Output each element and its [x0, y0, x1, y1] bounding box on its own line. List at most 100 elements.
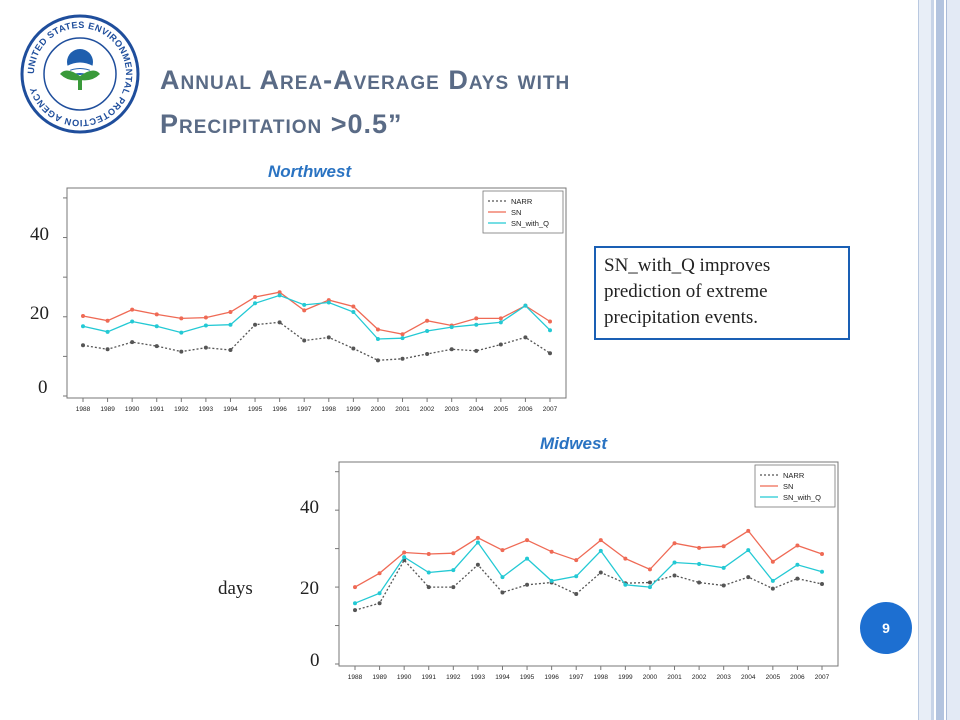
data-point: [130, 319, 135, 324]
data-point: [353, 601, 357, 606]
page-number-badge: 9: [860, 602, 912, 654]
data-point: [475, 540, 480, 545]
data-point: [426, 570, 431, 575]
x-tick-label: 1995: [248, 406, 263, 413]
data-point: [277, 320, 282, 325]
x-tick-label: 1989: [372, 674, 387, 681]
data-point: [451, 551, 456, 556]
data-point: [426, 552, 431, 556]
legend-label: SN_with_Q: [783, 493, 821, 502]
data-point: [253, 322, 258, 327]
data-point: [425, 318, 430, 323]
series-line-sn: [354, 530, 823, 588]
annotation-box: SN_with_Q improves prediction of extreme…: [594, 246, 850, 340]
x-tick-label: 2002: [420, 406, 435, 413]
data-point: [820, 569, 824, 574]
border-strip: [931, 0, 934, 720]
x-tick-label: 2004: [469, 406, 484, 413]
y-tick-label: 0: [38, 377, 48, 398]
series-line-narr: [82, 321, 551, 361]
data-point: [425, 329, 430, 334]
x-tick-label: 1990: [125, 406, 140, 413]
data-point: [277, 290, 282, 295]
x-tick-label: 2000: [643, 674, 658, 681]
legend-label: SN: [511, 208, 521, 217]
data-point: [353, 585, 357, 590]
x-tick-label: 1991: [422, 674, 437, 681]
data-point: [525, 582, 530, 587]
series-line-sn: [82, 291, 551, 335]
y-tick-label: 20: [300, 578, 319, 599]
x-tick-label: 2005: [766, 674, 781, 681]
data-point: [770, 586, 775, 591]
data-point: [351, 310, 356, 315]
data-point: [746, 575, 751, 580]
data-point: [302, 302, 307, 307]
y-tick-label: 0: [310, 650, 320, 671]
data-point: [820, 552, 824, 556]
data-point: [598, 570, 603, 575]
data-point: [746, 548, 751, 553]
x-tick-label: 1993: [199, 406, 214, 413]
data-point: [179, 316, 184, 321]
series-line-narr: [354, 559, 823, 611]
data-point: [375, 336, 380, 341]
data-point: [253, 301, 258, 306]
data-point: [475, 562, 480, 567]
data-point: [451, 585, 456, 590]
data-point: [498, 342, 503, 347]
x-tick-label: 1998: [594, 674, 609, 681]
data-point: [474, 322, 479, 327]
data-point: [353, 608, 357, 613]
data-point: [672, 560, 677, 565]
legend-label: SN_with_Q: [511, 219, 549, 228]
data-point: [426, 585, 431, 590]
data-point: [746, 528, 751, 533]
data-point: [326, 335, 331, 340]
y-axis-label: days: [218, 578, 253, 599]
x-tick-label: 2005: [494, 406, 509, 413]
data-point: [81, 343, 85, 348]
x-tick-label: 2000: [371, 406, 386, 413]
data-point: [377, 601, 382, 606]
data-point: [228, 310, 233, 315]
data-point: [548, 351, 552, 356]
slide-title: Annual Area-Average Days with Precipitat…: [160, 58, 900, 146]
data-point: [672, 541, 677, 546]
title-line-1: Annual Area-Average Days with: [160, 65, 571, 95]
x-tick-label: 1993: [471, 674, 486, 681]
data-point: [647, 567, 652, 572]
x-tick-label: 1989: [100, 406, 115, 413]
chart-midwest: 1988 1989 1990 1991 1992 1993 1994 1995 1996 1997…: [332, 456, 842, 695]
data-point: [377, 591, 382, 596]
data-point: [154, 324, 159, 329]
data-point: [400, 356, 405, 361]
data-point: [721, 544, 726, 549]
data-point: [500, 548, 505, 553]
x-tick-label: 2007: [815, 674, 830, 681]
x-tick-label: 1997: [297, 406, 312, 413]
chart-title-northwest: Northwest: [268, 162, 352, 181]
data-point: [697, 562, 702, 566]
x-tick-label: 1991: [150, 406, 165, 413]
x-tick-label: 1992: [446, 674, 461, 681]
x-tick-label: 2006: [518, 406, 533, 413]
data-point: [375, 358, 380, 363]
legend-label: NARR: [511, 197, 533, 206]
data-point: [523, 335, 528, 340]
data-point: [474, 348, 479, 353]
x-tick-label: 1990: [397, 674, 412, 681]
x-tick-label: 1988: [348, 674, 363, 681]
border-strip: [918, 0, 932, 720]
x-tick-label: 1999: [346, 406, 361, 413]
data-point: [203, 345, 208, 350]
data-point: [375, 327, 380, 332]
data-point: [498, 316, 503, 321]
data-point: [697, 545, 702, 550]
x-tick-label: 2003: [716, 674, 731, 681]
data-point: [770, 559, 775, 564]
series-line-sn-with-q: [354, 541, 823, 604]
data-point: [130, 307, 135, 312]
data-point: [253, 294, 258, 299]
x-tick-label: 1996: [272, 406, 287, 413]
